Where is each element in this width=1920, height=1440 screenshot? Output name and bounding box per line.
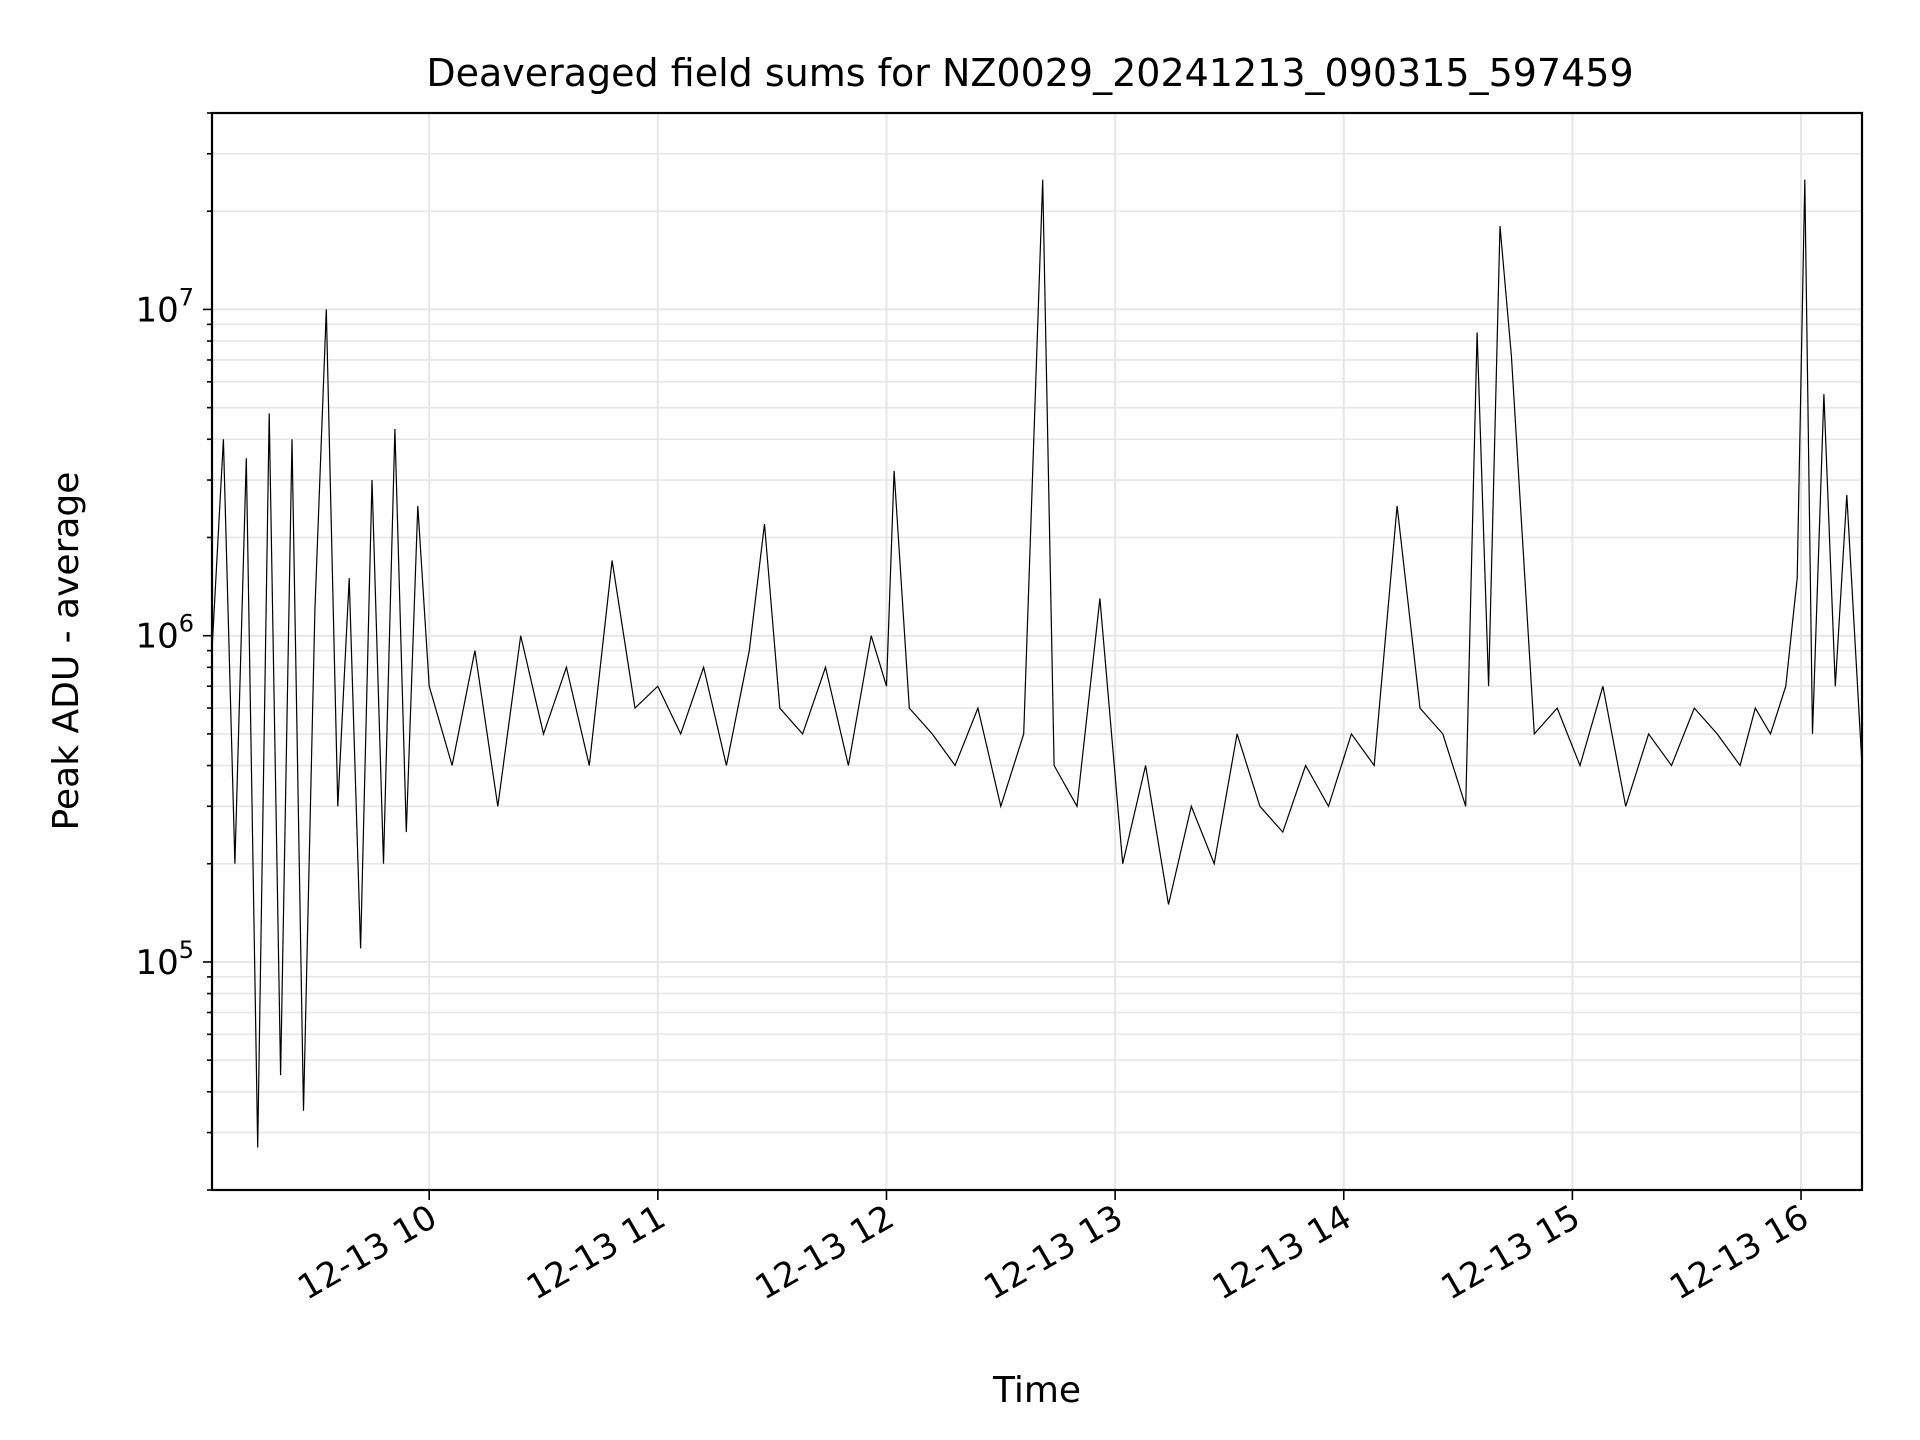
- x-tick-label: 12-13 10: [291, 1197, 443, 1308]
- y-axis: 105 106 107: [135, 112, 212, 1191]
- x-tick-label: 12-13 11: [520, 1197, 672, 1308]
- x-tick-label: 12-13 12: [749, 1197, 901, 1308]
- x-axis-label: Time: [992, 1370, 1081, 1411]
- x-tick-label: 12-13 15: [1434, 1197, 1586, 1308]
- x-tick-label: 12-13 13: [977, 1197, 1129, 1308]
- grid-lines: [212, 112, 1862, 1191]
- y-tick-label: 106: [135, 610, 194, 657]
- x-tick-label: 12-13 14: [1206, 1197, 1358, 1308]
- y-axis-label: Peak ADU - average: [46, 472, 87, 831]
- x-tick-label: 12-13 16: [1663, 1197, 1815, 1308]
- chart-title: Deaveraged field sums for NZ0029_2024121…: [426, 51, 1633, 95]
- y-tick-label: 107: [135, 283, 194, 330]
- y-tick-label: 105: [135, 936, 194, 983]
- plot-frame: [210, 111, 1864, 1192]
- series-line: [211, 179, 1863, 1148]
- x-axis: 12-13 10 12-13 11 12-13 12 12-13 13 12-13 14…: [291, 1190, 1816, 1308]
